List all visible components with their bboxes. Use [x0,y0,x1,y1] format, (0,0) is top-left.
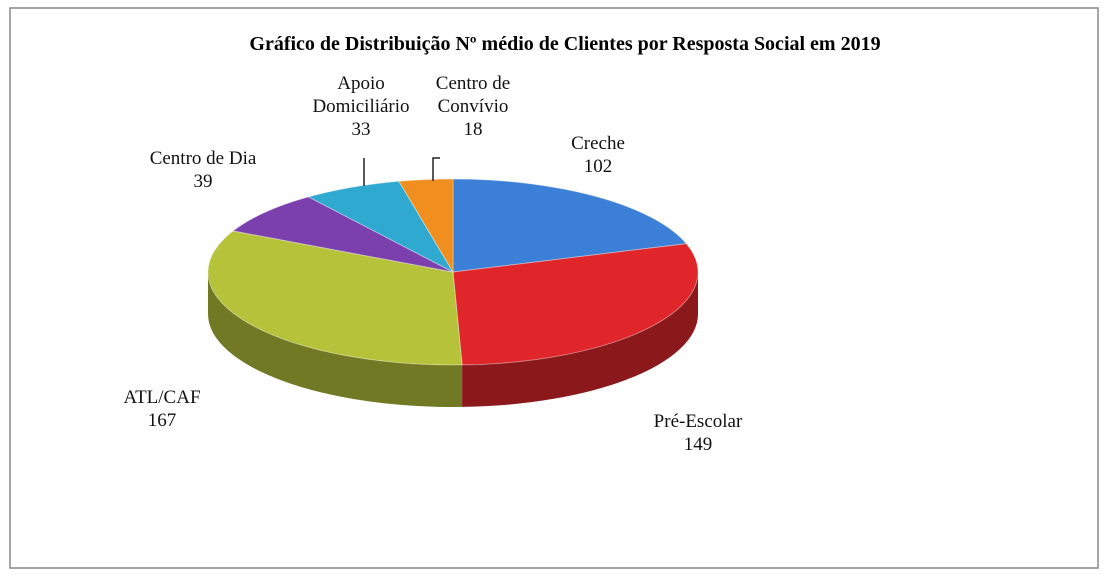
label-name: ATL/CAF [123,387,201,408]
slice [232,196,454,273]
label-name: Apoio Domiciliário [312,73,410,117]
slice [207,230,463,366]
label-name: Pré-Escolar [653,411,743,432]
slice-side [208,272,463,407]
slice [452,178,688,273]
label-value: 18 [463,119,483,140]
data-label: Centro de Dia 39 [123,147,283,193]
label-value: 149 [683,434,713,455]
data-label: Apoio Domiciliário 33 [306,72,416,141]
chart-title: Gráfico de Distribuição Nº médio de Clie… [249,33,880,55]
data-label: Creche 102 [518,132,678,178]
label-value: 39 [193,171,213,192]
slice [398,178,454,274]
pie [207,178,699,407]
data-label: Centro de Convívio 18 [418,72,528,141]
label-value: 33 [351,119,371,140]
slice [452,243,699,366]
label-name: Creche [571,133,625,154]
label-value: 102 [583,156,613,177]
label-value: 167 [147,410,177,431]
data-label: ATL/CAF 167 [92,386,232,432]
slice-side [462,272,698,407]
leader-line [432,157,440,181]
label-name: Centro de Convívio [435,73,511,117]
slice [307,180,455,274]
data-label: Pré-Escolar 149 [618,410,778,456]
label-name: Centro de Dia [149,148,257,169]
